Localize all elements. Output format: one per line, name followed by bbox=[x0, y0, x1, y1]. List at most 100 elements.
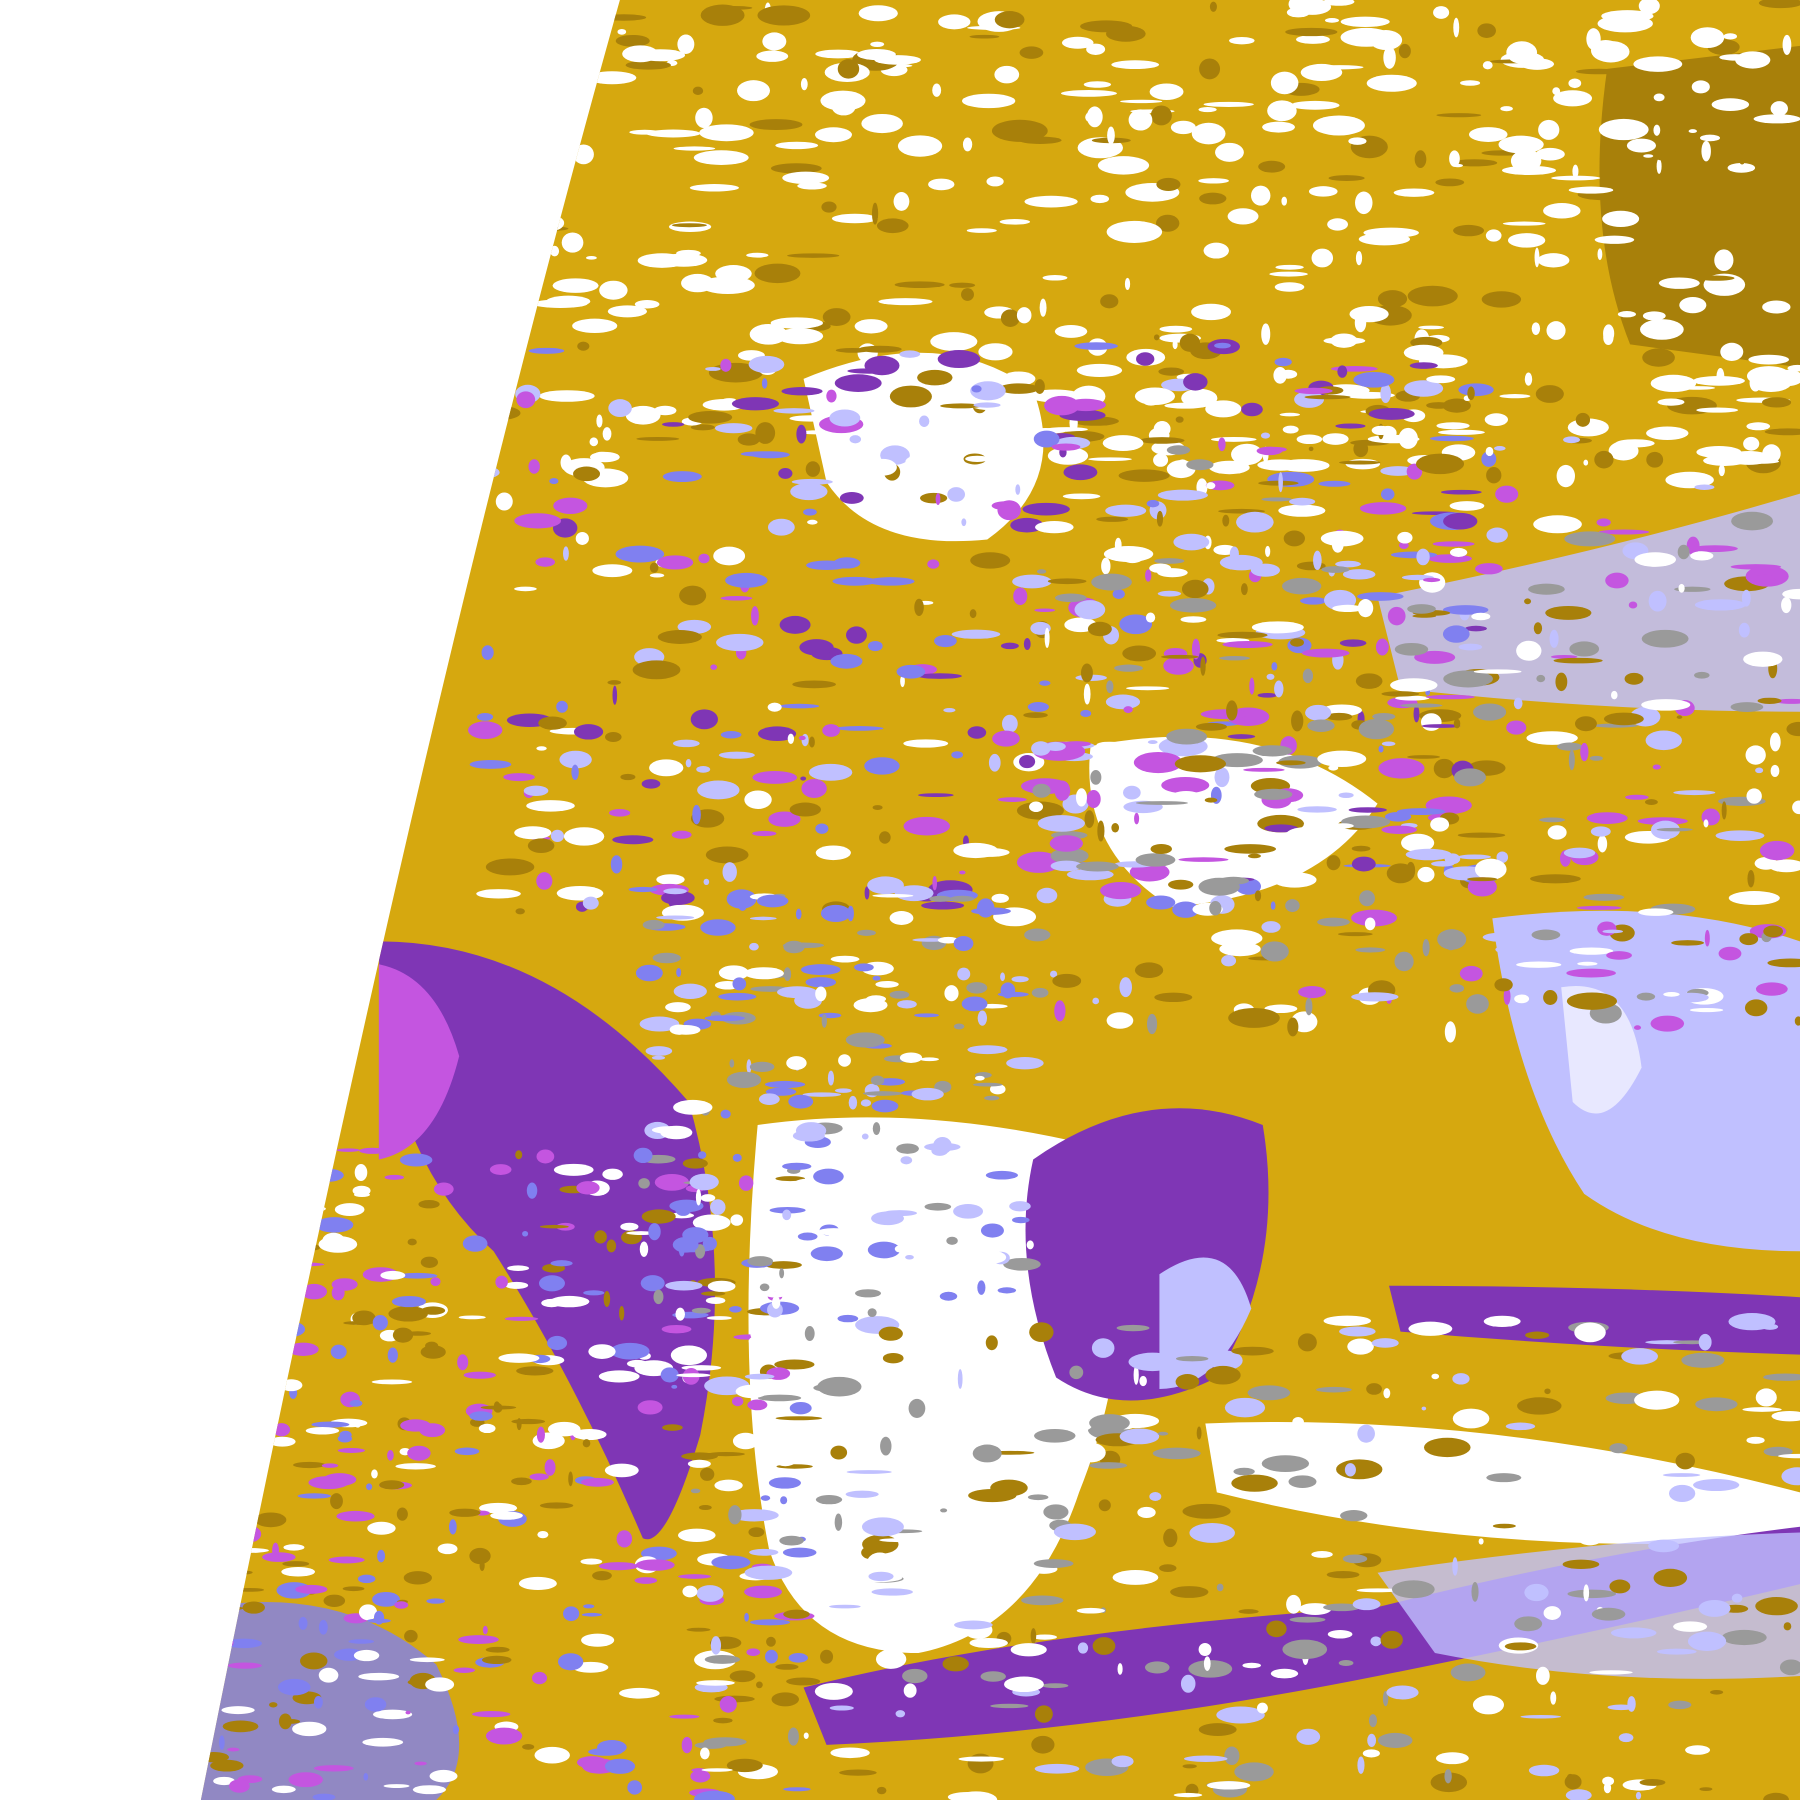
speckle-patch bbox=[798, 735, 806, 741]
speckle-patch bbox=[1460, 80, 1481, 86]
speckle-patch bbox=[1000, 972, 1006, 982]
speckle-patch bbox=[1092, 1637, 1116, 1655]
speckle-patch bbox=[1704, 929, 1710, 947]
speckle-patch bbox=[1478, 1538, 1484, 1545]
speckle-patch bbox=[679, 585, 707, 606]
speckle-patch bbox=[538, 1275, 565, 1292]
speckle-patch bbox=[1102, 435, 1144, 452]
speckle-patch bbox=[1123, 785, 1141, 800]
speckle-patch bbox=[1348, 807, 1387, 813]
speckle-patch bbox=[752, 830, 777, 837]
speckle-patch bbox=[1566, 968, 1616, 978]
speckle-patch bbox=[580, 1558, 603, 1565]
speckle-patch bbox=[749, 323, 788, 345]
speckle-patch bbox=[1285, 899, 1300, 913]
speckle-patch bbox=[1009, 1201, 1031, 1212]
speckle-patch bbox=[516, 391, 536, 409]
speckle-patch bbox=[1493, 446, 1506, 451]
speckle-patch bbox=[728, 1505, 742, 1525]
speckle-patch bbox=[1205, 1365, 1241, 1385]
speckle-patch bbox=[469, 1411, 493, 1421]
speckle-patch bbox=[1119, 977, 1132, 998]
speckle-patch bbox=[1368, 407, 1415, 420]
speckle-patch bbox=[1035, 521, 1074, 534]
speckle-patch bbox=[604, 1758, 636, 1774]
speckle-patch bbox=[755, 422, 776, 444]
speckle-patch bbox=[889, 385, 932, 408]
speckle-patch bbox=[804, 1326, 815, 1342]
speckle-patch bbox=[700, 4, 745, 26]
speckle-patch bbox=[690, 709, 718, 730]
speckle-patch bbox=[1698, 275, 1735, 281]
speckle-patch bbox=[343, 1321, 374, 1325]
speckle-patch bbox=[791, 478, 833, 485]
speckle-patch bbox=[722, 862, 737, 882]
speckle-patch bbox=[1229, 546, 1239, 562]
speckle-patch bbox=[1173, 533, 1210, 551]
speckle-patch bbox=[295, 1584, 328, 1594]
speckle-patch bbox=[1316, 1386, 1352, 1393]
speckle-patch bbox=[807, 519, 818, 525]
speckle-patch bbox=[348, 1639, 375, 1644]
speckle-patch bbox=[758, 1093, 780, 1105]
speckle-patch bbox=[845, 1490, 879, 1498]
speckle-patch bbox=[732, 977, 747, 991]
speckle-patch bbox=[1139, 437, 1185, 444]
speckle-patch bbox=[858, 345, 902, 353]
speckle-patch bbox=[905, 454, 942, 470]
speckle-patch bbox=[1758, 0, 1800, 9]
speckle-patch bbox=[639, 1241, 649, 1257]
speckle-patch bbox=[970, 552, 1011, 569]
speckle-patch bbox=[1772, 271, 1800, 276]
speckle-patch bbox=[1375, 638, 1389, 656]
speckle-patch bbox=[1653, 93, 1665, 102]
speckle-patch bbox=[864, 355, 900, 376]
speckle-patch bbox=[779, 615, 811, 634]
speckle-patch bbox=[272, 1542, 279, 1559]
speckle-patch bbox=[242, 1601, 265, 1614]
speckle-patch bbox=[665, 1280, 703, 1291]
speckle-patch bbox=[1024, 195, 1078, 208]
speckle-patch bbox=[1486, 1473, 1522, 1483]
speckle-patch bbox=[835, 1088, 852, 1093]
speckle-patch bbox=[396, 1272, 438, 1279]
speckle-patch bbox=[1012, 574, 1052, 589]
speckle-patch bbox=[829, 1604, 861, 1609]
speckle-patch bbox=[929, 895, 952, 902]
speckle-patch bbox=[1231, 1474, 1278, 1492]
speckle-patch bbox=[1679, 297, 1707, 314]
speckle-patch bbox=[670, 1345, 707, 1366]
speckle-patch bbox=[893, 191, 910, 211]
speckle-patch bbox=[870, 1075, 885, 1086]
speckle-patch bbox=[1270, 1668, 1299, 1679]
speckle-patch bbox=[1019, 754, 1036, 769]
speckle-patch bbox=[1596, 518, 1611, 527]
speckle-patch bbox=[1322, 433, 1349, 445]
speckle-patch bbox=[1209, 460, 1250, 475]
speckle-patch bbox=[1339, 1326, 1376, 1337]
speckle-patch bbox=[1049, 835, 1083, 852]
speckle-patch bbox=[1053, 1523, 1096, 1541]
speckle-patch bbox=[934, 634, 957, 648]
speckle-patch bbox=[1262, 121, 1295, 133]
speckle-patch bbox=[1330, 823, 1354, 829]
speckle-patch bbox=[875, 980, 899, 988]
speckle-patch bbox=[1153, 334, 1160, 341]
speckle-patch bbox=[749, 1548, 779, 1556]
speckle-patch bbox=[1568, 750, 1575, 771]
speckle-patch bbox=[1172, 339, 1178, 350]
speckle-patch bbox=[1457, 854, 1492, 860]
speckle-patch bbox=[900, 675, 905, 688]
speckle-patch bbox=[349, 1399, 363, 1407]
speckle-patch bbox=[845, 1032, 885, 1048]
speckle-patch bbox=[1380, 383, 1391, 404]
speckle-patch bbox=[476, 889, 521, 899]
speckle-patch bbox=[388, 1306, 429, 1322]
speckle-patch bbox=[271, 1785, 296, 1794]
speckle-patch bbox=[750, 451, 790, 459]
speckle-patch bbox=[1496, 851, 1509, 864]
speckle-patch bbox=[516, 1418, 522, 1431]
speckle-patch bbox=[691, 1768, 707, 1773]
speckle-patch bbox=[1660, 223, 1676, 235]
speckle-patch bbox=[830, 1747, 870, 1759]
